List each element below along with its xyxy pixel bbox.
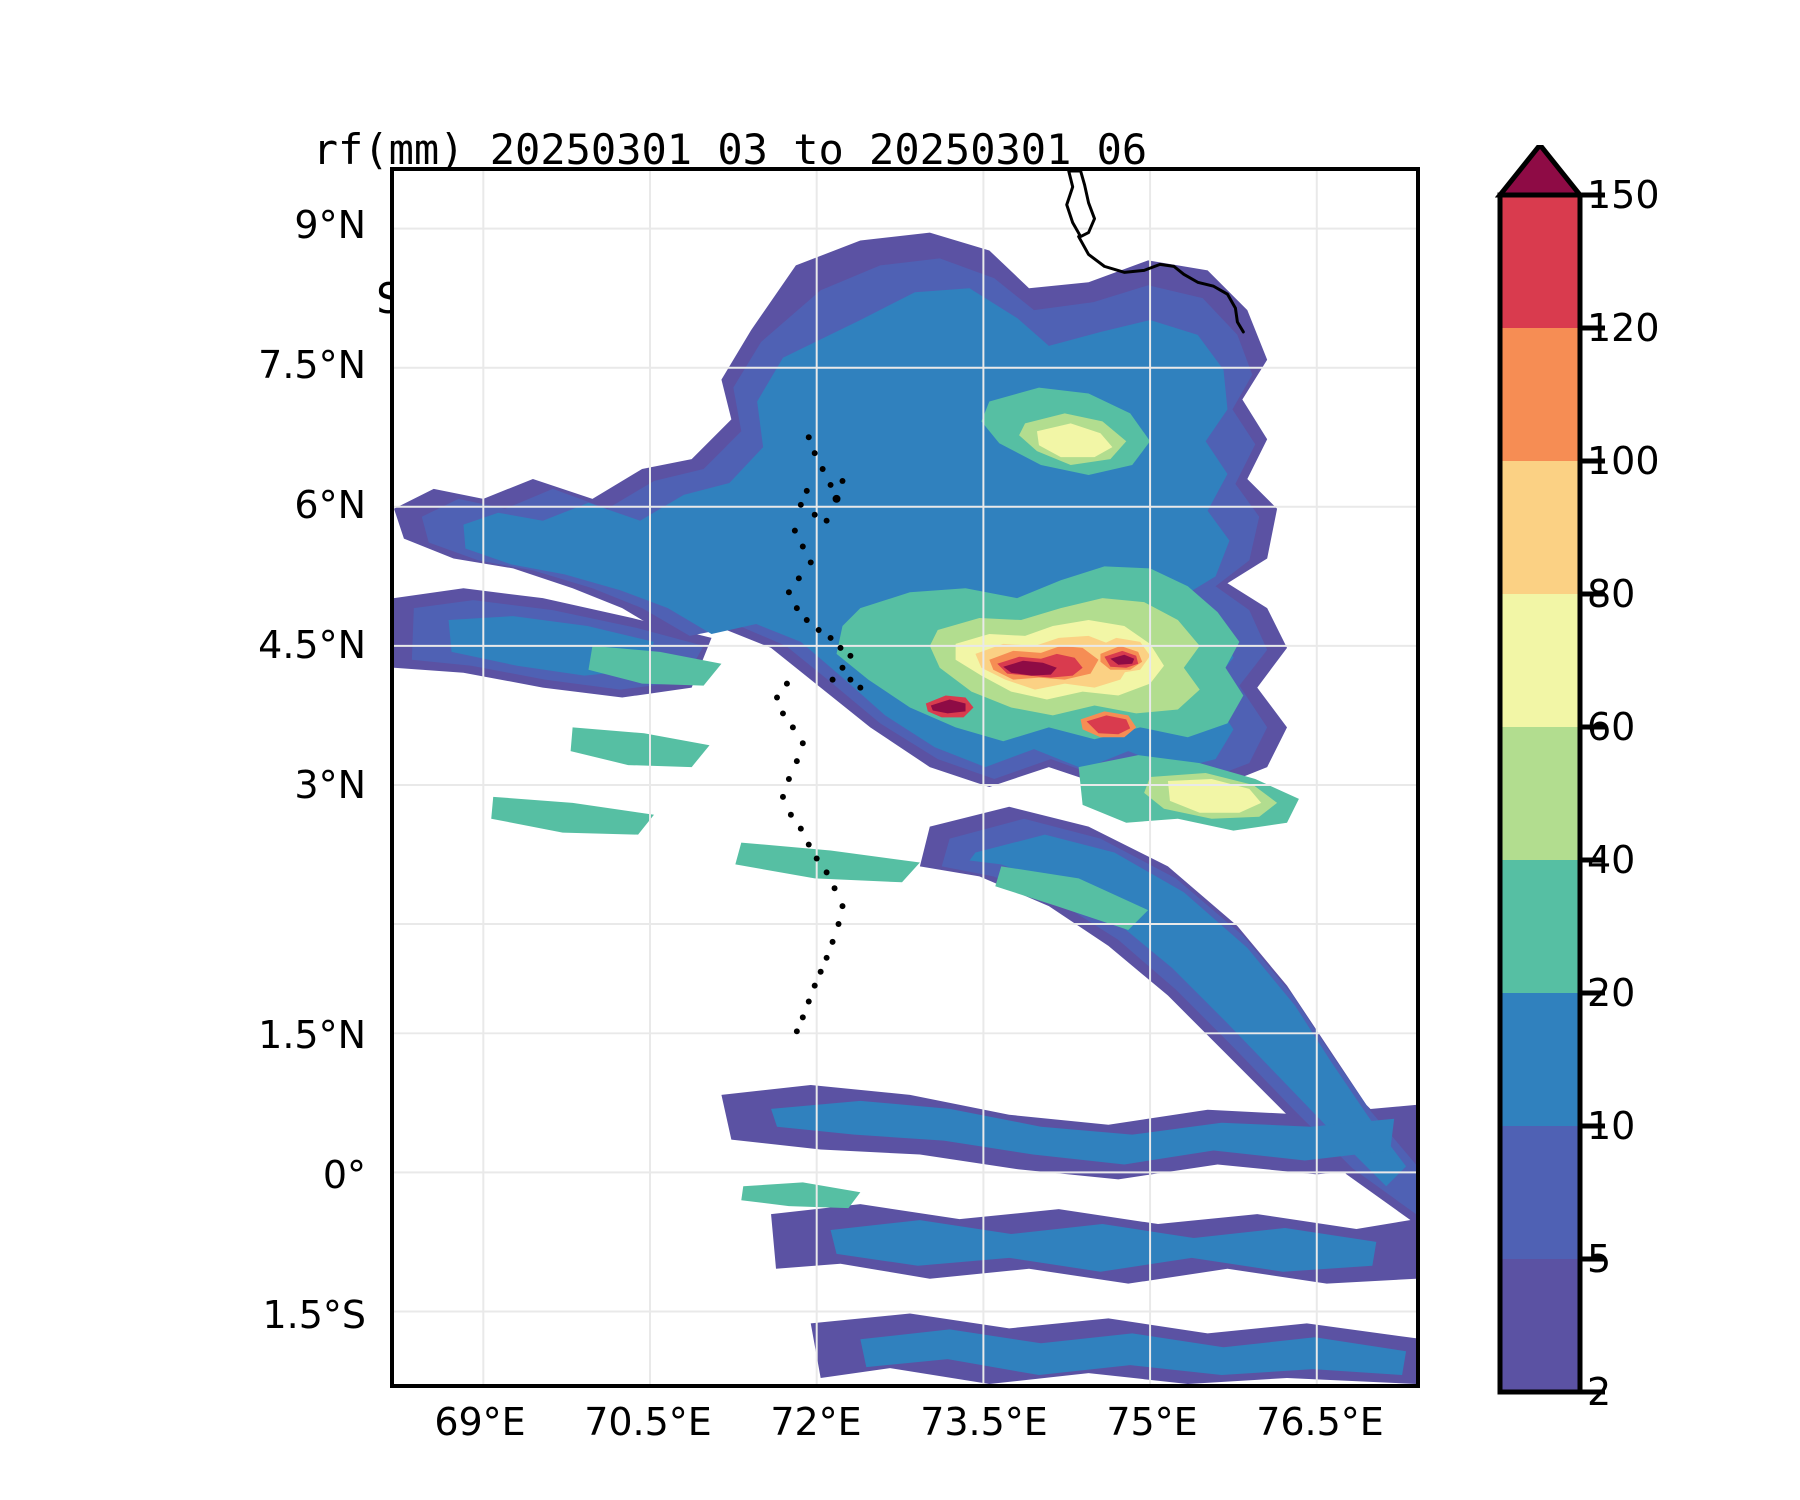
xtick-76p5e: 76.5°E: [1256, 1400, 1384, 1444]
ytick-1p5s: 1.5°S: [262, 1293, 366, 1337]
colorbar-band-2-5: [1500, 1259, 1580, 1392]
ytick-0: 0°: [322, 1153, 366, 1197]
colorbar-band-80-100: [1500, 461, 1580, 594]
ytick-1p5n: 1.5°N: [258, 1013, 366, 1057]
x-axis-tick-labels: 69°E 70.5°E 72°E 73.5°E 75°E 76.5°E: [0, 1400, 1800, 1470]
ytick-6n: 6°N: [294, 483, 366, 527]
colorbar-gradient: [1495, 145, 1605, 1395]
xtick-75e: 75°E: [1106, 1400, 1198, 1444]
map-plot-area: [390, 167, 1420, 1388]
ytick-9n: 9°N: [294, 203, 366, 247]
cbar-label-100: 100: [1587, 439, 1660, 483]
cbar-label-120: 120: [1587, 306, 1660, 350]
colorbar-band-5-10: [1500, 1126, 1580, 1259]
xtick-72e: 72°E: [770, 1400, 862, 1444]
contour-band-over-150: [930, 654, 1135, 714]
colorbar-band-20-40: [1500, 860, 1580, 993]
cbar-label-20: 20: [1587, 971, 1636, 1015]
cbar-label-5: 5: [1587, 1237, 1612, 1281]
colorbar-ticks: [1580, 192, 1605, 1395]
y-axis-tick-labels: 9°N 7.5°N 6°N 4.5°N 3°N 1.5°N 0° 1.5°S: [0, 0, 378, 1500]
island-markers: [774, 434, 864, 1035]
ytick-7p5n: 7.5°N: [258, 343, 366, 387]
cbar-label-150: 150: [1587, 173, 1660, 217]
cbar-label-10: 10: [1587, 1104, 1636, 1148]
cbar-label-60: 60: [1587, 705, 1636, 749]
cbar-label-2: 2: [1587, 1370, 1612, 1414]
colorbar: 150 120 100 80 60 40 20 10 5 2: [1495, 145, 1795, 1414]
coastline: [1065, 171, 1245, 334]
ytick-3n: 3°N: [294, 763, 366, 807]
cbar-label-80: 80: [1587, 572, 1636, 616]
colorbar-band-10-20: [1500, 993, 1580, 1126]
colorbar-band-60-80: [1500, 594, 1580, 727]
xtick-70p5e: 70.5°E: [584, 1400, 712, 1444]
rainfall-contour-map: [394, 171, 1416, 1384]
colorbar-band-120-150: [1500, 195, 1580, 328]
ytick-4p5n: 4.5°N: [258, 623, 366, 667]
colorbar-band-100-120: [1500, 328, 1580, 461]
map-gridlines: [394, 171, 1416, 1384]
xtick-69e: 69°E: [434, 1400, 526, 1444]
colorbar-extend-arrow: [1500, 145, 1580, 195]
colorbar-band-40-60: [1500, 727, 1580, 860]
cbar-label-40: 40: [1587, 838, 1636, 882]
figure-title-line-1: rf(mm) 20250301_03 to 20250301_06: [312, 125, 1148, 175]
colorbar-outline: [1497, 192, 1583, 1395]
xtick-73p5e: 73.5°E: [920, 1400, 1048, 1444]
